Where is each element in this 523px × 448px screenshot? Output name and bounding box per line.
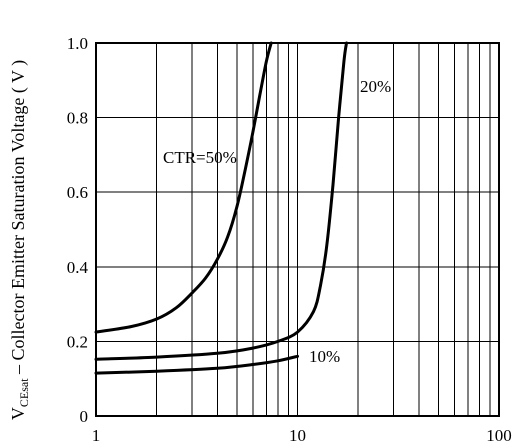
y-tick-label: 0.8 [67,109,88,128]
y-tick-label: 0 [80,407,89,426]
y-axis-label-symbol: V [8,407,28,420]
horizontal-gridlines [96,117,499,342]
y-axis-label-subscript: CEsat [17,378,31,407]
series-label: CTR=50% [163,148,237,167]
data-series: CTR=50% 20% 10% [94,41,391,375]
x-tick-label: 100 [486,426,512,445]
x-tick-label: 1 [92,426,101,445]
y-tick-label: 0.6 [67,183,88,202]
series-line [94,354,299,375]
series-label: 20% [360,77,391,96]
y-tick-label: 0.2 [67,332,88,351]
series-line [94,41,348,361]
y-tick-label: 1.0 [67,34,88,53]
vertical-gridlines [156,43,491,416]
x-tick-label: 10 [289,426,306,445]
y-axis-label-text: – Collector Emitter Saturation Voltage (… [8,60,29,379]
y-tick-labels: 0 0.2 0.4 0.6 0.8 1.0 [67,34,89,426]
series-line [94,41,273,334]
x-tick-labels: 1 10 100 [92,426,512,445]
y-axis-label: VCEsat – Collector Emitter Saturation Vo… [8,60,31,420]
plot-frame [95,42,500,417]
y-tick-label: 0.4 [67,258,89,277]
series-label: 10% [309,347,340,366]
